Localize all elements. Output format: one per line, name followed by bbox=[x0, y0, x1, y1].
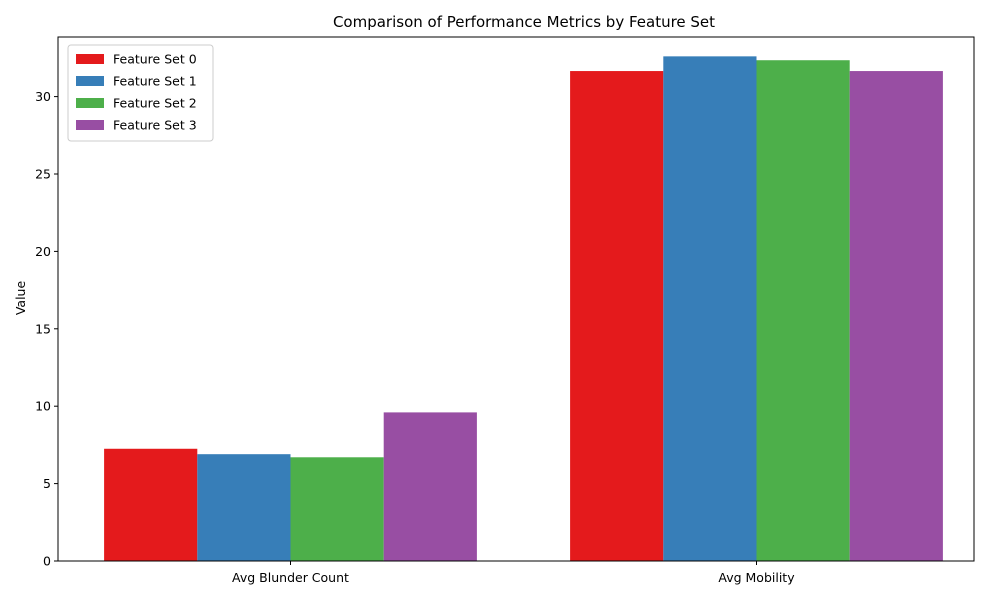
legend-swatch bbox=[76, 54, 104, 64]
x-tick-label: Avg Mobility bbox=[718, 570, 795, 585]
legend-box bbox=[67, 44, 214, 142]
y-axis: 0 5 10 15 20 25 30 bbox=[35, 89, 58, 569]
bar bbox=[104, 448, 198, 561]
bar bbox=[383, 412, 477, 561]
bar bbox=[570, 71, 664, 562]
y-tick-label: 10 bbox=[35, 399, 51, 414]
y-tick-label: 25 bbox=[35, 166, 51, 181]
legend-swatch bbox=[76, 76, 104, 86]
legend-entry: Feature Set 3 bbox=[113, 118, 197, 133]
y-tick-label: 30 bbox=[35, 89, 51, 104]
legend-swatch bbox=[76, 120, 104, 130]
y-axis-label: Value bbox=[13, 281, 28, 316]
y-tick-label: 15 bbox=[35, 321, 51, 336]
legend-entry: Feature Set 2 bbox=[113, 96, 197, 111]
legend: Feature Set 0 Feature Set 1 Feature Set 2 F… bbox=[67, 44, 214, 142]
y-tick-label: 0 bbox=[43, 554, 51, 569]
chart-title: Comparison of Performance Metrics by Fea… bbox=[333, 13, 715, 31]
bar bbox=[663, 56, 757, 562]
legend-entry: Feature Set 1 bbox=[113, 74, 197, 89]
plot-frame bbox=[57, 36, 975, 562]
y-tick-label: 20 bbox=[35, 244, 51, 259]
bar bbox=[290, 457, 384, 561]
x-axis: Avg Blunder Count Avg Mobility bbox=[232, 561, 795, 585]
legend-entry: Feature Set 0 bbox=[113, 52, 197, 67]
x-tick-label: Avg Blunder Count bbox=[232, 570, 349, 585]
bar bbox=[756, 60, 850, 561]
legend-swatch bbox=[76, 98, 104, 108]
bar bbox=[197, 454, 291, 561]
y-tick-label: 5 bbox=[43, 476, 51, 491]
bar bbox=[849, 71, 943, 562]
bars-group bbox=[104, 56, 943, 562]
